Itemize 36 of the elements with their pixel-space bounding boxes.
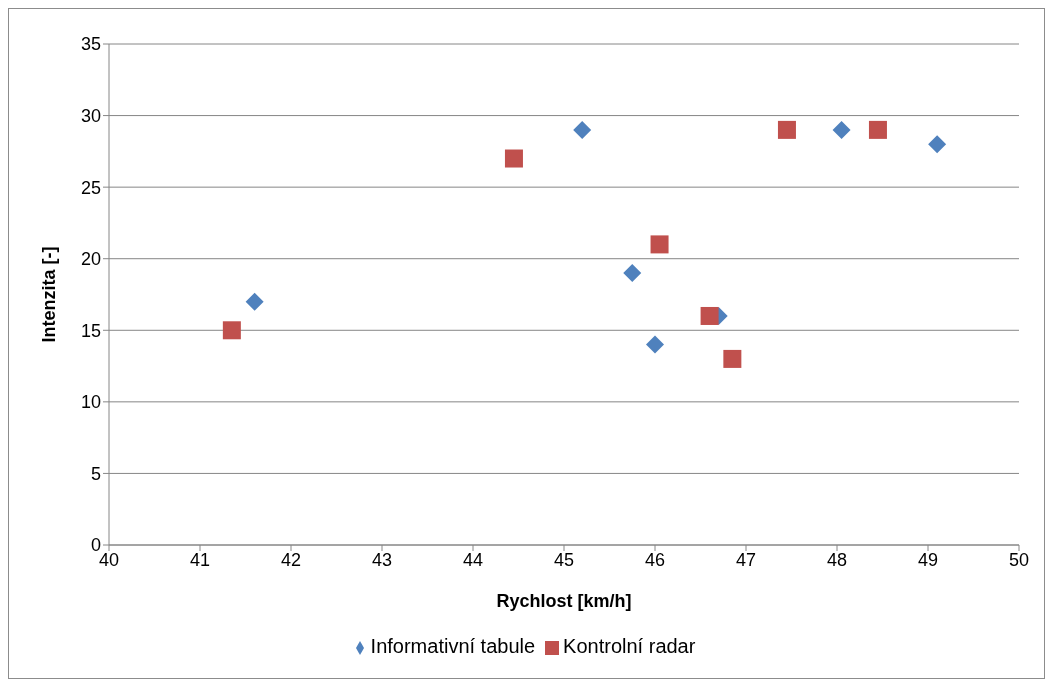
point [646, 335, 664, 354]
x-tick-label: 42 [280, 549, 302, 570]
point [504, 149, 523, 168]
point [723, 349, 742, 368]
point [650, 235, 669, 254]
legend-label: Kontrolní radar [563, 635, 696, 657]
point [573, 120, 592, 139]
y-tick-label: 30 [80, 105, 101, 126]
point [623, 264, 642, 283]
y-tick-label: 25 [80, 177, 101, 198]
point [700, 306, 719, 325]
point [928, 135, 947, 154]
x-tick-label: 45 [553, 549, 575, 570]
x-tick-label: 44 [462, 549, 484, 570]
y-tick-label: 0 [90, 535, 101, 556]
point [777, 120, 796, 139]
x-tick-label: 47 [735, 549, 757, 570]
y-tick-label: 10 [80, 392, 101, 413]
point [245, 292, 264, 311]
point [222, 321, 241, 340]
y-tick-label: 35 [80, 34, 101, 55]
y-tick-label: 15 [80, 320, 101, 341]
x-tick-label: 48 [826, 549, 848, 570]
x-tick-label: 41 [189, 549, 211, 570]
legend-label: Informativní tabule [370, 635, 536, 657]
x-tick-label: 40 [98, 549, 120, 570]
point [832, 120, 851, 139]
x-tick-label: 43 [371, 549, 393, 570]
y-tick-label: 5 [90, 463, 101, 484]
y-tick-label: 20 [80, 249, 101, 270]
x-tick-label: 49 [917, 549, 939, 570]
x-tick-label: 46 [644, 549, 666, 570]
y-axis-title: Intenzita [-] [39, 246, 60, 343]
x-tick-label: 50 [1008, 549, 1030, 570]
x-axis-title: Rychlost [km/h] [496, 591, 632, 611]
point [868, 120, 887, 139]
